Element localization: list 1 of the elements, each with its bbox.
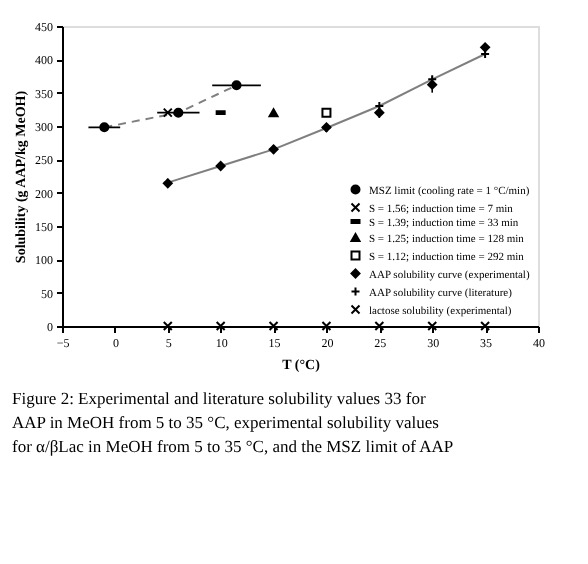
- caption: Figure 2: Experimental and literature solubility values 33 for AAP in MeOH from 5 to 35 °C, experimental solubility values for α/βLac in MeOH from 5 to 35 °C, and the MSZ limit of AAP: [12, 388, 454, 456]
